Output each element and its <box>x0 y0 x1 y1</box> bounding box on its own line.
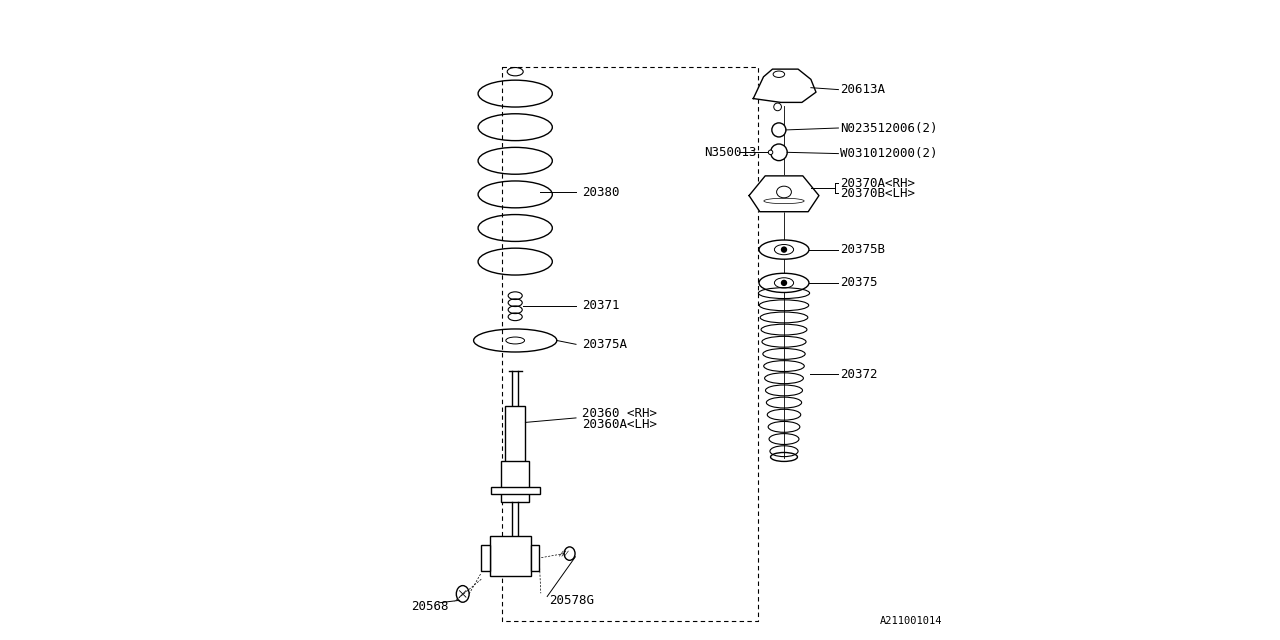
Ellipse shape <box>781 246 787 253</box>
FancyBboxPatch shape <box>502 461 530 502</box>
Text: N023512006(2): N023512006(2) <box>840 122 937 134</box>
Text: 20375B: 20375B <box>840 243 884 256</box>
Text: 20375: 20375 <box>840 276 877 289</box>
FancyBboxPatch shape <box>481 545 490 571</box>
Text: W031012000(2): W031012000(2) <box>840 147 937 160</box>
Text: 20380: 20380 <box>582 186 620 198</box>
Polygon shape <box>749 176 819 212</box>
Polygon shape <box>753 69 817 102</box>
Text: 20360 <RH>: 20360 <RH> <box>582 407 658 420</box>
Text: 20613A: 20613A <box>840 83 884 96</box>
Ellipse shape <box>771 144 787 161</box>
Text: 20360A<LH>: 20360A<LH> <box>582 419 658 431</box>
Text: N: N <box>776 125 782 134</box>
Ellipse shape <box>759 240 809 259</box>
Ellipse shape <box>768 150 773 155</box>
FancyBboxPatch shape <box>492 487 540 494</box>
Text: 20372: 20372 <box>840 368 877 381</box>
Text: A211001014: A211001014 <box>879 616 942 626</box>
Text: W: W <box>776 148 782 157</box>
Ellipse shape <box>772 123 786 137</box>
Text: 20375A: 20375A <box>582 338 627 351</box>
Text: 20370A<RH>: 20370A<RH> <box>840 177 915 189</box>
Text: 20568: 20568 <box>411 600 449 613</box>
Text: 20370B<LH>: 20370B<LH> <box>840 187 915 200</box>
Ellipse shape <box>781 280 787 286</box>
Text: 20371: 20371 <box>582 300 620 312</box>
Ellipse shape <box>759 273 809 292</box>
FancyBboxPatch shape <box>504 406 525 464</box>
FancyBboxPatch shape <box>490 536 530 576</box>
Text: N350013: N350013 <box>704 146 756 159</box>
FancyBboxPatch shape <box>530 545 539 571</box>
Text: 20578G: 20578G <box>549 595 594 607</box>
